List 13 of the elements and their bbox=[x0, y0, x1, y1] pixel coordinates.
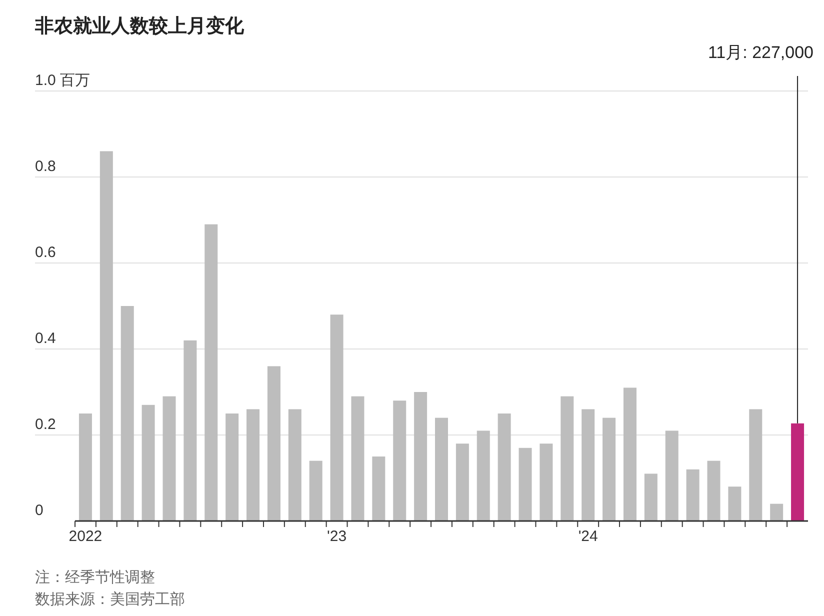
y-tick-label: 0.8 bbox=[35, 158, 56, 175]
x-tick-label: '24 bbox=[578, 528, 598, 545]
text: 11月: 227,000 bbox=[708, 43, 814, 62]
y-tick-label: 0.6 bbox=[35, 244, 56, 261]
y-tick-label: 1.0 百万 bbox=[35, 72, 90, 89]
y-tick-label: 0.2 bbox=[35, 416, 56, 433]
source-note: 数据来源：美国劳工部 bbox=[35, 591, 185, 608]
chart-title: 非农就业人数较上月变化 bbox=[34, 15, 245, 37]
x-tick-label: 2022 bbox=[68, 528, 102, 545]
x-tick-label: '23 bbox=[327, 528, 347, 545]
y-tick-label: 0 bbox=[35, 502, 44, 519]
text: 注：经季节性调整 bbox=[35, 569, 155, 586]
y-tick-label: 0.4 bbox=[35, 330, 56, 347]
